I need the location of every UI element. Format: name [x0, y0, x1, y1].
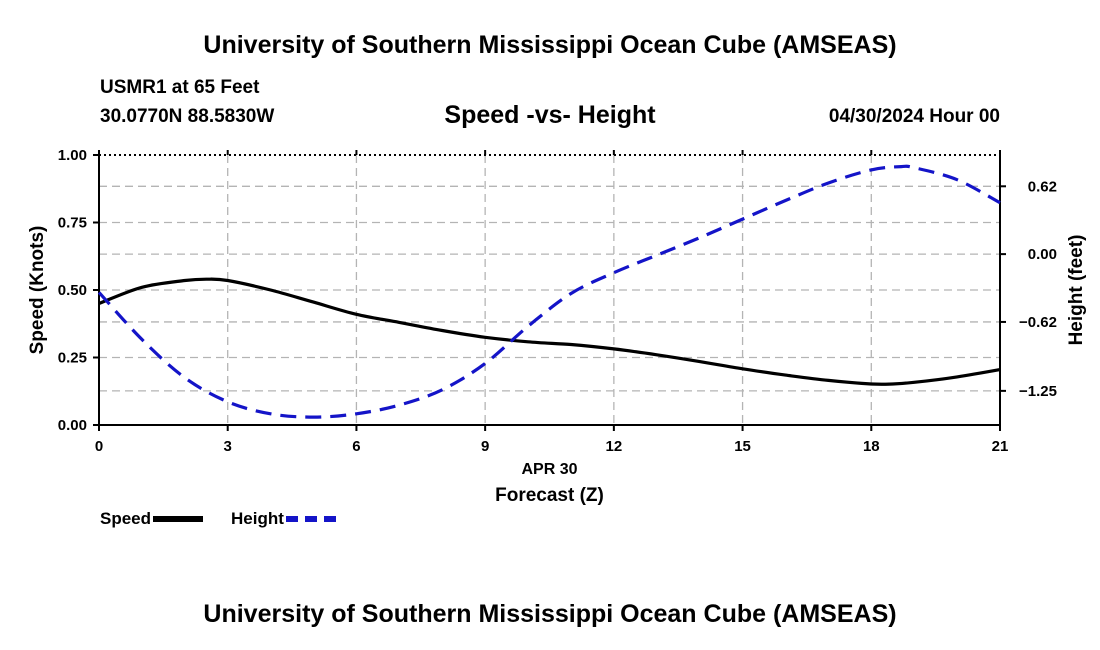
x-tick-label: 12: [606, 438, 623, 455]
y-tick-label: 1.00: [58, 147, 87, 164]
y-axis-label: Speed (Knots): [27, 226, 48, 355]
chart-subtitle: Speed -vs- Height: [444, 101, 656, 129]
x-tick-label: 3: [224, 438, 232, 455]
x-tick-label: 9: [481, 438, 489, 455]
station-coordinates: 30.0770N 88.5830W: [100, 106, 275, 127]
y-tick-label: 0.00: [58, 417, 87, 434]
legend-height: Height: [231, 509, 336, 529]
y-tick-label: 0.50: [58, 282, 87, 299]
x-tick-label: 6: [352, 438, 360, 455]
y2-axis-label: Height (feet): [1066, 235, 1087, 346]
x-tick-label: 18: [863, 438, 880, 455]
y2-tick-label: 0.62: [1028, 178, 1057, 195]
x-tick-label: 15: [734, 438, 751, 455]
y-tick-label: 0.25: [58, 350, 87, 367]
y2-tick-label: −0.62: [1019, 314, 1057, 331]
x-tick-label: 0: [95, 438, 103, 455]
legend-height-swatch: [285, 516, 336, 522]
page-title: University of Southern Mississippi Ocean…: [203, 31, 897, 59]
series-line-speed: [98, 277, 1001, 386]
x-axis-sublabel: APR 30: [521, 461, 577, 478]
footer-title: University of Southern Mississippi Ocean…: [203, 600, 897, 628]
series-line-height: [97, 164, 1001, 419]
y-tick-label: 0.75: [58, 215, 87, 232]
forecast-date: 04/30/2024 Hour 00: [828, 106, 1000, 127]
y2-tick-label: −1.25: [1019, 383, 1057, 400]
station-label: USMR1 at 65 Feet: [100, 77, 260, 98]
legend-speed-swatch: [153, 516, 204, 522]
legend-speed-label: Speed: [100, 509, 152, 528]
legend-speed: Speed: [100, 509, 204, 529]
x-axis-label: Forecast (Z): [495, 485, 604, 506]
legend-height-label: Height: [231, 509, 284, 528]
y2-tick-label: 0.00: [1028, 246, 1057, 263]
x-tick-label: 21: [992, 438, 1009, 455]
